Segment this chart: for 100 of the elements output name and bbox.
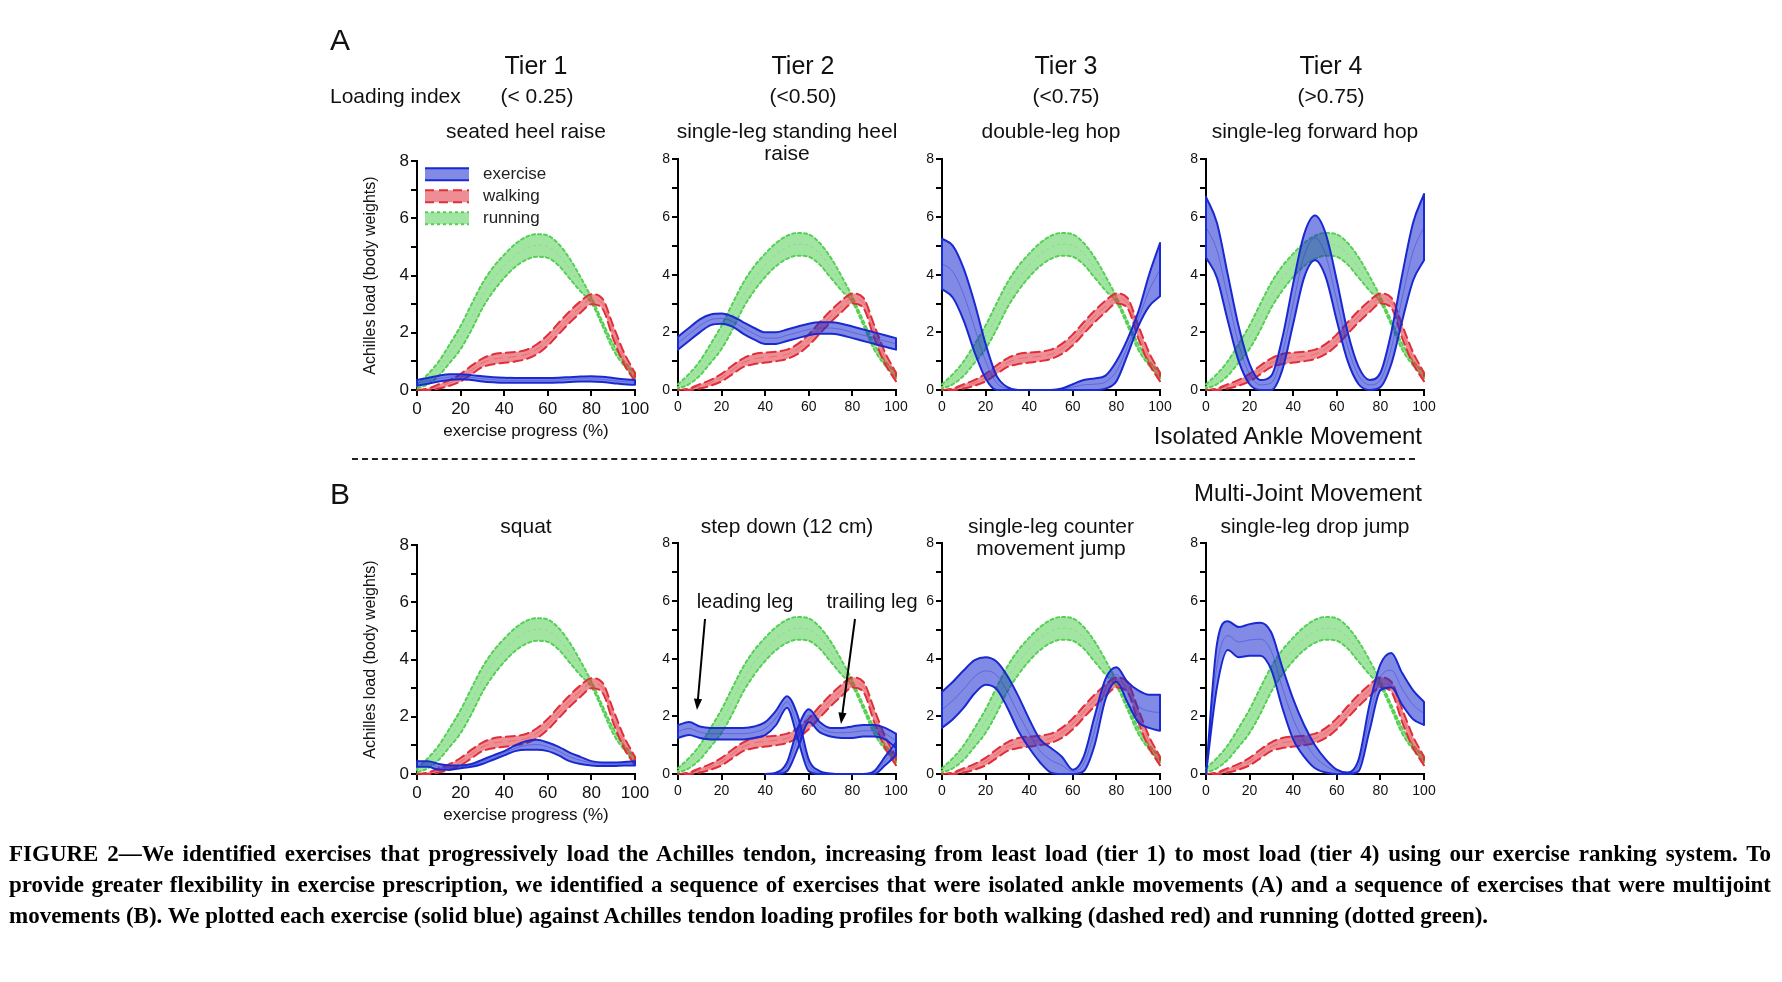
x-tick-label: 20 [451,398,471,418]
text: Tier 2 [771,50,835,80]
y-tick-label: 0 [662,764,671,781]
text: (<0.75) [1032,84,1100,108]
x-tick-label: 0 [674,398,683,415]
y-tick-label: 6 [926,591,935,608]
x-tick-label: 100 [620,782,650,802]
legend-label: exercise [483,163,547,183]
x-tick-label: 40 [757,398,774,415]
y-tick-label: 8 [926,534,935,551]
x-tick-label: 0 [938,398,947,415]
y-tick-label: 8 [1190,534,1199,551]
x-tick-label: 100 [1412,398,1436,415]
y-tick-label: 8 [399,534,409,554]
y-tick-label: 2 [1190,323,1199,340]
x-tick-label: 100 [1148,398,1172,415]
x-tick-label: 0 [674,782,683,799]
y-tick-label: 0 [926,380,935,397]
x-tick-label: 20 [1241,398,1258,415]
chart-title: step down (12 cm) [700,514,874,537]
text: (< 0.25) [500,84,574,108]
x-axis-title: exercise progress (%) [443,805,609,825]
x-axis-title: exercise progress (%) [443,421,609,441]
y-tick-label: 0 [399,763,409,783]
text: Loading index [330,84,461,108]
chart-title: single-leg drop jump [1220,514,1410,537]
y-tick-label: 6 [1190,591,1199,608]
text: Isolated Ankle Movement [1153,422,1422,450]
x-tick-label: 80 [844,782,861,799]
text: Tier 3 [1034,50,1098,80]
x-tick-label: 40 [1021,398,1038,415]
y-tick-label: 4 [399,265,409,285]
text: A [330,23,351,57]
y-tick-label: 6 [926,207,935,224]
y-tick-label: 2 [662,707,671,724]
annotation: trailing leg [826,589,918,613]
x-tick-label: 20 [713,782,730,799]
y-axis-title: Achilles load (body weights) [361,560,379,759]
chart-title: single-leg counter movement jump [968,514,1134,559]
x-tick-label: 80 [1372,782,1389,799]
x-tick-label: 0 [938,782,947,799]
x-tick-label: 100 [620,398,650,418]
x-tick-label: 80 [1108,398,1125,415]
text: B [330,477,351,511]
x-tick-label: 40 [494,782,514,802]
y-tick-label: 2 [399,322,409,342]
legend-label: walking [482,185,540,205]
y-tick-label: 6 [662,207,671,224]
x-tick-label: 60 [1065,398,1081,415]
y-tick-label: 4 [1190,649,1199,666]
x-tick-label: 60 [1065,782,1081,799]
x-tick-label: 100 [1148,782,1172,799]
y-tick-label: 2 [926,323,935,340]
y-tick-label: 2 [1190,707,1199,724]
x-tick-label: 100 [884,398,908,415]
x-tick-label: 60 [538,782,558,802]
y-tick-label: 8 [662,150,671,167]
x-tick-label: 20 [977,398,994,415]
y-tick-label: 4 [662,265,671,282]
annotation: leading leg [696,589,794,613]
x-tick-label: 100 [884,782,908,799]
x-tick-label: 20 [1241,782,1258,799]
x-tick-label: 40 [1021,782,1038,799]
x-tick-label: 100 [1412,782,1436,799]
x-tick-label: 0 [1202,398,1211,415]
y-tick-label: 0 [1190,764,1199,781]
y-tick-label: 2 [662,323,671,340]
y-tick-label: 6 [1190,207,1199,224]
x-tick-label: 0 [1202,782,1211,799]
chart-title: double-leg hop [980,119,1122,142]
y-tick-label: 0 [1190,380,1199,397]
x-tick-label: 20 [713,398,730,415]
x-tick-label: 40 [494,398,514,418]
x-tick-label: 40 [1285,782,1302,799]
x-tick-label: 60 [1329,398,1345,415]
x-tick-label: 60 [538,398,558,418]
x-tick-label: 40 [757,782,774,799]
x-tick-label: 0 [412,782,422,802]
x-tick-label: 20 [451,782,471,802]
x-tick-label: 60 [801,782,817,799]
legend-label: running [483,207,540,227]
y-tick-label: 4 [662,649,671,666]
y-tick-label: 8 [926,150,935,167]
chart-title: single-leg standing heel raise [676,119,898,164]
text: Tier 4 [1299,50,1363,80]
y-tick-label: 8 [1190,150,1199,167]
y-axis-title: Achilles load (body weights) [361,176,379,375]
y-tick-label: 4 [926,649,935,666]
x-tick-label: 40 [1285,398,1302,415]
text: Multi-Joint Movement [1193,479,1422,507]
x-tick-label: 0 [412,398,422,418]
x-tick-label: 80 [844,398,861,415]
y-tick-label: 2 [399,706,409,726]
y-tick-label: 0 [662,380,671,397]
x-tick-label: 80 [581,782,601,802]
x-tick-label: 60 [1329,782,1345,799]
text: Tier 1 [504,50,568,80]
chart-title: squat [500,514,552,537]
x-tick-label: 60 [801,398,817,415]
x-tick-label: 80 [1372,398,1389,415]
